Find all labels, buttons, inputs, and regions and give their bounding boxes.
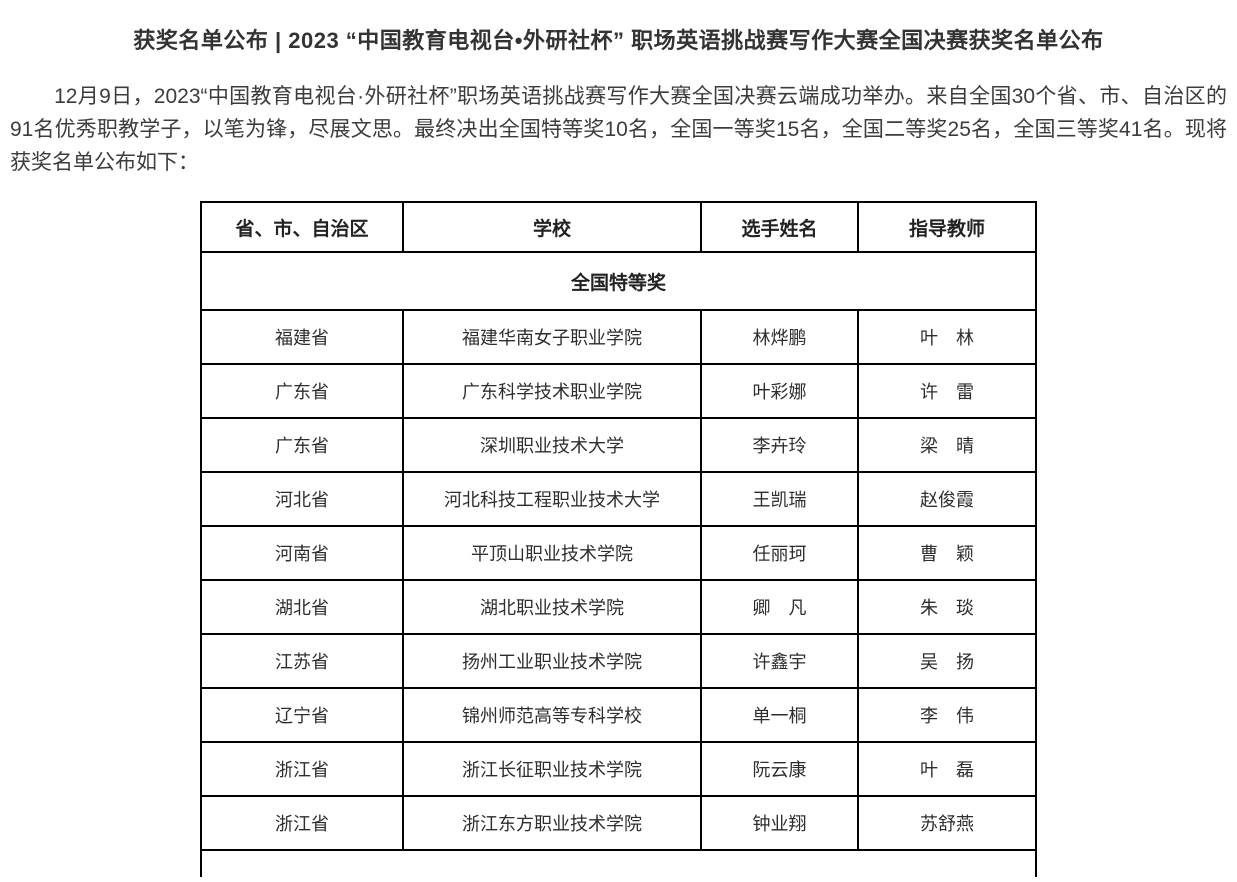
column-header-province: 省、市、自治区 [200,201,404,253]
cell-contestant: 钟业翔 [700,795,859,851]
cell-province: 浙江省 [200,795,404,851]
awards-table-body: 全国特等奖 福建省 福建华南女子职业学院 林烨鹏 叶 林 广东省 广东科学技术职… [200,251,1037,877]
cell-school: 平顶山职业技术学院 [402,525,702,581]
cell-teacher: 叶 磊 [857,741,1037,797]
column-header-contestant: 选手姓名 [700,201,859,253]
cell-contestant: 李卉玲 [700,417,859,473]
cell-school: 浙江东方职业技术学院 [402,795,702,851]
cell-province: 河南省 [200,525,404,581]
cell-school: 锦州师范高等专科学校 [402,687,702,743]
table-row: 福建省 福建华南女子职业学院 林烨鹏 叶 林 [200,309,1037,365]
table-row: 浙江省 浙江东方职业技术学院 钟业翔 苏舒燕 [200,795,1037,851]
cell-school: 广东科学技术职业学院 [402,363,702,419]
cell-province: 江苏省 [200,633,404,689]
table-row: 湖北省 湖北职业技术学院 卿 凡 朱 琰 [200,579,1037,635]
table-row: 浙江省 浙江长征职业技术学院 阮云康 叶 磊 [200,741,1037,797]
cell-province: 福建省 [200,309,404,365]
cell-province: 湖北省 [200,579,404,635]
cell-teacher: 吴 扬 [857,633,1037,689]
header-row: 省、市、自治区 学校 选手姓名 指导教师 [200,201,1037,253]
cell-province: 广东省 [200,417,404,473]
cell-teacher: 赵俊霞 [857,471,1037,527]
table-row: 河北省 河北科技工程职业技术大学 王凯瑞 赵俊霞 [200,471,1037,527]
cell-teacher: 曹 颖 [857,525,1037,581]
table-row: 广东省 深圳职业技术大学 李卉玲 梁 晴 [200,417,1037,473]
intro-paragraph: 12月9日，2023“中国教育电视台·外研社杯”职场英语挑战赛写作大赛全国决赛云… [10,85,1227,174]
cell-contestant: 林烨鹏 [700,309,859,365]
cell-school: 深圳职业技术大学 [402,417,702,473]
cell-contestant: 任丽珂 [700,525,859,581]
cell-contestant: 叶彩娜 [700,363,859,419]
cell-school: 浙江长征职业技术学院 [402,741,702,797]
cell-contestant: 许鑫宇 [700,633,859,689]
awards-table: 省、市、自治区 学校 选手姓名 指导教师 全国特等奖 福建省 福建华南女子职业学… [200,201,1037,877]
table-row: 辽宁省 锦州师范高等专科学校 单一桐 李 伟 [200,687,1037,743]
cell-contestant: 卿 凡 [700,579,859,635]
column-header-teacher: 指导教师 [857,201,1037,253]
cell-contestant: 王凯瑞 [700,471,859,527]
section-header-special-prize: 全国特等奖 [200,251,1037,311]
column-header-school: 学校 [402,201,702,253]
cell-province: 广东省 [200,363,404,419]
section-header-row: 全国特等奖 [200,251,1037,311]
cell-province: 辽宁省 [200,687,404,743]
cell-teacher: 许 雷 [857,363,1037,419]
awards-table-header: 省、市、自治区 学校 选手姓名 指导教师 [200,201,1037,253]
cell-province: 河北省 [200,471,404,527]
cell-province: 浙江省 [200,741,404,797]
cell-school: 湖北职业技术学院 [402,579,702,635]
cell-teacher: 李 伟 [857,687,1037,743]
cell-contestant: 阮云康 [700,741,859,797]
page-title: 获奖名单公布 | 2023 “中国教育电视台•外研社杯” 职场英语挑战赛写作大赛… [133,28,1104,53]
cell-teacher: 苏舒燕 [857,795,1037,851]
cell-teacher: 梁 晴 [857,417,1037,473]
cell-school: 河北科技工程职业技术大学 [402,471,702,527]
partial-next-section-row [200,849,1037,877]
cell-school: 福建华南女子职业学院 [402,309,702,365]
cell-teacher: 朱 琰 [857,579,1037,635]
table-row: 河南省 平顶山职业技术学院 任丽珂 曹 颖 [200,525,1037,581]
partial-next-section-cell [200,849,1037,877]
table-row: 江苏省 扬州工业职业技术学院 许鑫宇 吴 扬 [200,633,1037,689]
cell-teacher: 叶 林 [857,309,1037,365]
cell-contestant: 单一桐 [700,687,859,743]
cell-school: 扬州工业职业技术学院 [402,633,702,689]
table-row: 广东省 广东科学技术职业学院 叶彩娜 许 雷 [200,363,1037,419]
